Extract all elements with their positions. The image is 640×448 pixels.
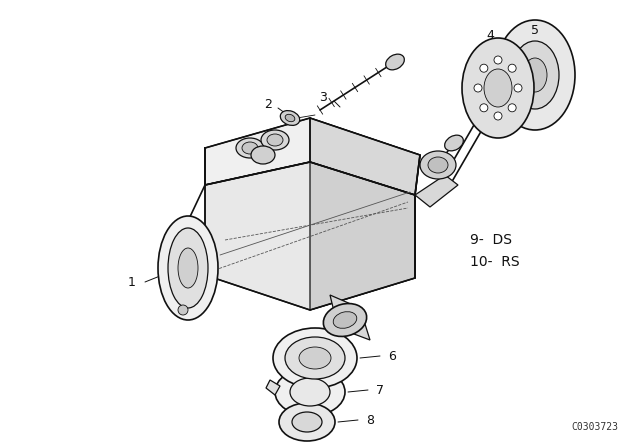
Ellipse shape <box>508 64 516 72</box>
Ellipse shape <box>279 403 335 441</box>
Text: 9-  DS: 9- DS <box>470 233 512 247</box>
Polygon shape <box>415 175 458 207</box>
Ellipse shape <box>292 412 322 432</box>
Ellipse shape <box>261 130 289 150</box>
Text: C0303723: C0303723 <box>571 422 618 432</box>
Ellipse shape <box>511 41 559 109</box>
Ellipse shape <box>333 312 356 328</box>
Ellipse shape <box>242 142 258 154</box>
Ellipse shape <box>285 114 295 122</box>
Text: 8: 8 <box>366 414 374 426</box>
Text: 10-  RS: 10- RS <box>470 255 520 269</box>
Text: 3: 3 <box>319 90 327 103</box>
Ellipse shape <box>484 69 512 107</box>
Ellipse shape <box>158 216 218 320</box>
Ellipse shape <box>523 58 547 92</box>
Ellipse shape <box>178 248 198 288</box>
Ellipse shape <box>275 368 345 416</box>
Ellipse shape <box>280 111 300 125</box>
Ellipse shape <box>462 38 534 138</box>
Ellipse shape <box>474 84 482 92</box>
Ellipse shape <box>323 304 367 336</box>
Ellipse shape <box>428 157 448 173</box>
Text: 7: 7 <box>376 383 384 396</box>
Ellipse shape <box>236 138 264 158</box>
Ellipse shape <box>445 135 463 151</box>
Polygon shape <box>310 162 415 310</box>
Ellipse shape <box>267 134 283 146</box>
Polygon shape <box>266 380 280 395</box>
Ellipse shape <box>480 104 488 112</box>
Ellipse shape <box>273 328 357 388</box>
Ellipse shape <box>251 146 275 164</box>
Ellipse shape <box>178 305 188 315</box>
Polygon shape <box>205 162 415 310</box>
Text: 1: 1 <box>128 276 136 289</box>
Ellipse shape <box>290 378 330 406</box>
Ellipse shape <box>420 151 456 179</box>
Ellipse shape <box>168 228 208 308</box>
Polygon shape <box>310 118 420 195</box>
Text: 6: 6 <box>388 349 396 362</box>
Polygon shape <box>205 118 420 195</box>
Ellipse shape <box>508 104 516 112</box>
Polygon shape <box>330 295 370 340</box>
Ellipse shape <box>494 56 502 64</box>
Ellipse shape <box>495 20 575 130</box>
Ellipse shape <box>514 84 522 92</box>
Ellipse shape <box>386 54 404 70</box>
Text: 2: 2 <box>264 98 272 111</box>
Text: 5: 5 <box>531 23 539 36</box>
Ellipse shape <box>299 347 331 369</box>
Ellipse shape <box>480 64 488 72</box>
Ellipse shape <box>494 112 502 120</box>
Text: 4: 4 <box>486 29 494 42</box>
Ellipse shape <box>285 337 345 379</box>
